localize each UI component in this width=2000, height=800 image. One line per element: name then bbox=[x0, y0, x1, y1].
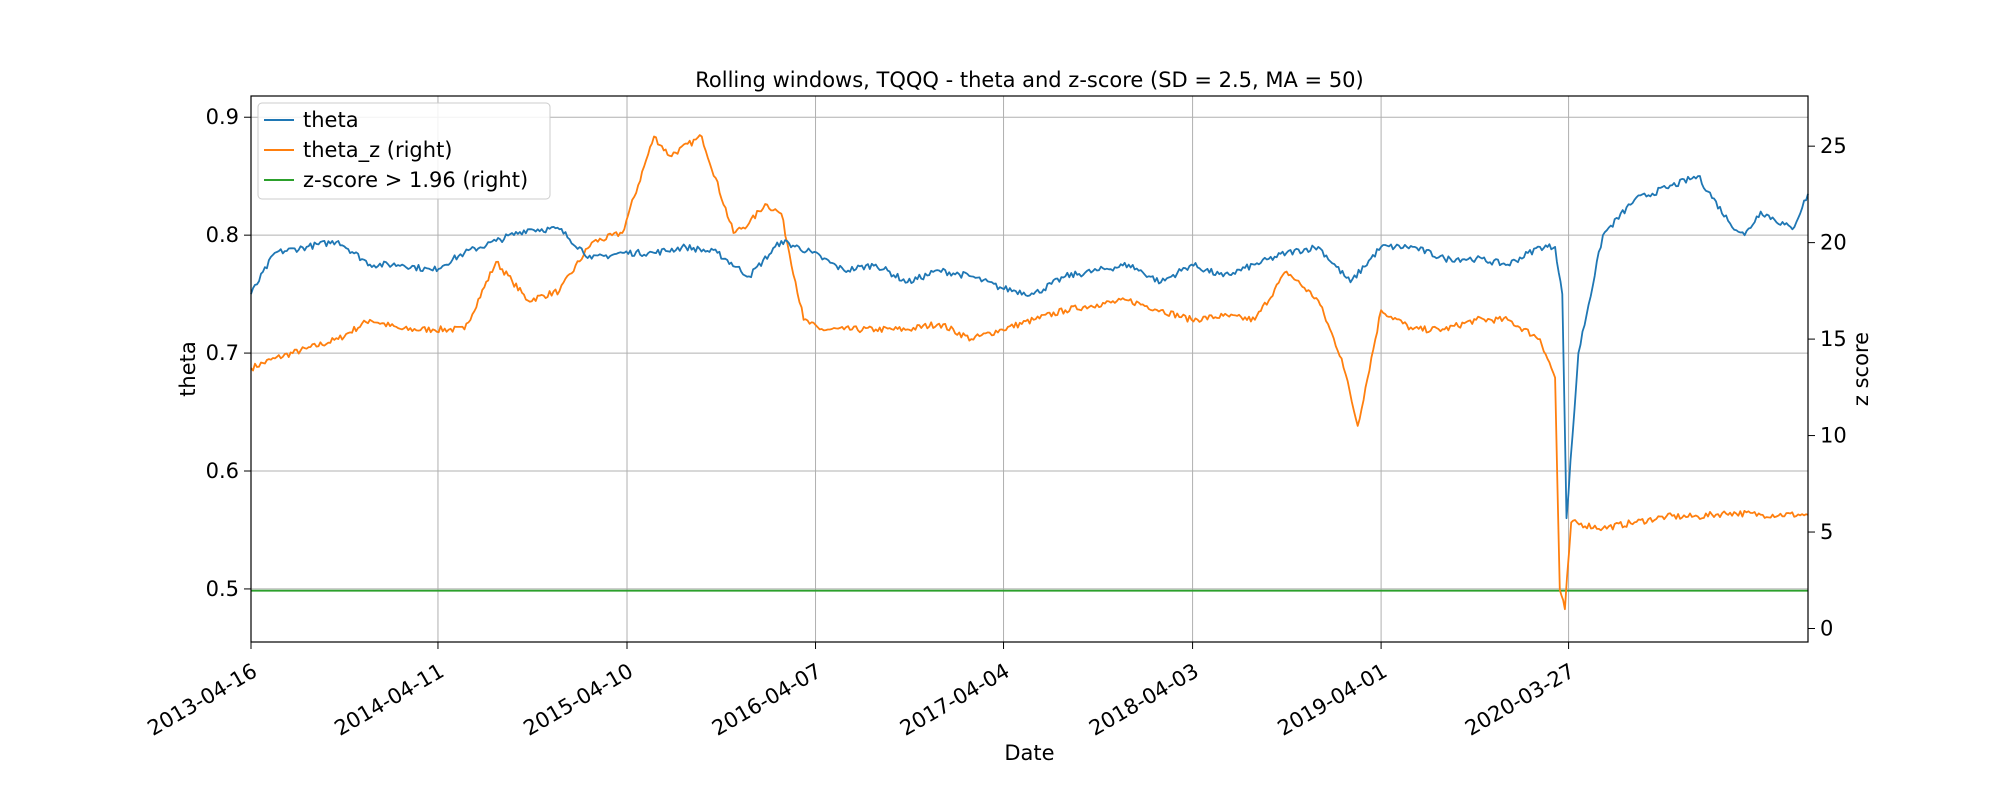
y-tick-label-left: 0.7 bbox=[206, 341, 239, 365]
chart-title: Rolling windows, TQQQ - theta and z-scor… bbox=[695, 68, 1363, 92]
x-tick-label: 2014-04-11 bbox=[330, 659, 448, 741]
x-tick-label: 2020-03-27 bbox=[1461, 659, 1579, 741]
y-tick-label-right: 25 bbox=[1820, 134, 1847, 158]
legend-entry-1: theta_z (right) bbox=[303, 138, 453, 163]
x-axis-label: Date bbox=[1004, 741, 1054, 765]
legend-entry-0: theta bbox=[303, 108, 359, 132]
y-tick-label-left: 0.9 bbox=[206, 105, 239, 129]
x-tick-label: 2015-04-10 bbox=[519, 659, 637, 741]
plot-area-frame bbox=[250, 95, 1809, 643]
y-axis-label-right: z score bbox=[1849, 332, 1873, 406]
x-tick-label: 2017-04-04 bbox=[896, 659, 1014, 741]
x-tick-label: 2016-04-07 bbox=[708, 659, 826, 741]
x-tick-label: 2013-04-16 bbox=[143, 659, 261, 741]
y-tick-label-right: 15 bbox=[1820, 327, 1847, 351]
series-line-0 bbox=[250, 175, 1809, 520]
x-tick-label: 2018-04-03 bbox=[1085, 659, 1203, 741]
y-tick-label-right: 0 bbox=[1820, 616, 1833, 640]
legend-box bbox=[257, 102, 551, 200]
x-tick-label: 2019-04-01 bbox=[1274, 659, 1392, 741]
y-tick-label-left: 0.6 bbox=[206, 459, 239, 483]
y-tick-label-left: 0.8 bbox=[206, 223, 239, 247]
legend: theta theta_z (right) z-score > 1.96 (righ… bbox=[257, 102, 551, 200]
y-tick-label-left: 0.5 bbox=[206, 577, 239, 601]
series-line-1 bbox=[250, 134, 1809, 611]
y-axis-label-left: theta bbox=[176, 341, 200, 397]
gridlines bbox=[250, 96, 1808, 642]
y-tick-label-right: 20 bbox=[1820, 231, 1847, 255]
y-tick-label-right: 5 bbox=[1820, 520, 1833, 544]
y-tick-label-right: 10 bbox=[1820, 424, 1847, 448]
axes: 2013-04-16 2014-04-11 2015-04-10 2016-04-07… bbox=[143, 105, 1846, 740]
series-layer bbox=[250, 134, 1809, 611]
legend-entry-2: z-score > 1.96 (right) bbox=[303, 168, 528, 192]
